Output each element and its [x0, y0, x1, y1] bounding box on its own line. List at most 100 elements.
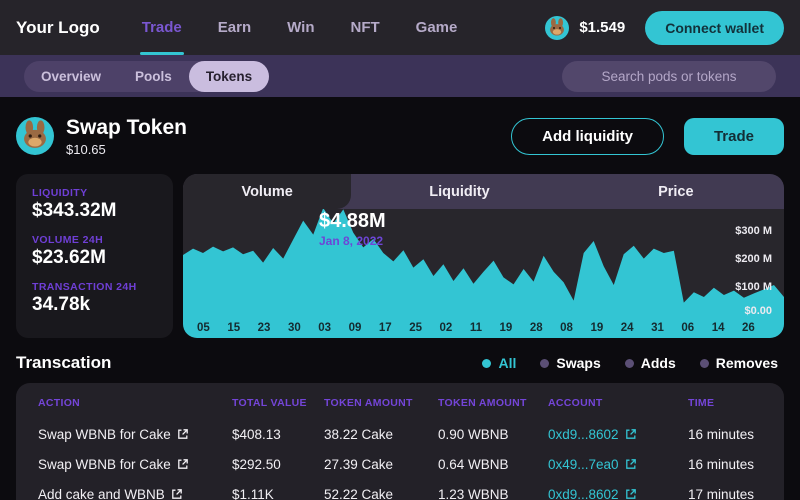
x-axis-tick: 24 [620, 322, 634, 334]
time: 16 minutes [688, 426, 755, 442]
filter-adds[interactable]: Adds [624, 355, 676, 371]
token-current-price: $10.65 [66, 141, 106, 157]
filter-dot-icon [699, 358, 709, 368]
bunny-token-icon [545, 15, 570, 40]
x-axis-tick: 25 [409, 322, 422, 334]
table-row: Add cake and WBNB $1.11K 52.22 Cake 1.23 WB… [38, 479, 762, 500]
top-nav-right: $1.549 Connect wallet [545, 10, 784, 45]
top-nav: Your Logo Trade Earn Win NFT Game $1.549… [0, 0, 800, 55]
transactions-table: ACTION TOTAL VALUE TOKEN AMOUNT TOKEN AMOUN… [16, 383, 784, 500]
nav-item-nft[interactable]: NFT [350, 19, 380, 36]
nav-item-trade[interactable]: Trade [139, 0, 184, 55]
external-link-icon [625, 459, 636, 469]
external-link-icon [171, 489, 182, 499]
transactions-title: Transcation [16, 353, 112, 372]
nav-item-earn[interactable]: Earn [217, 19, 252, 36]
external-link-icon [625, 429, 636, 439]
x-axis-tick: 05 [197, 322, 210, 334]
action-link[interactable]: Add cake and WBNB [38, 487, 232, 500]
column-header: ACTION [38, 397, 81, 409]
time: 16 minutes [688, 456, 755, 472]
filter-all[interactable]: All [482, 355, 516, 371]
account-link[interactable]: 0xd9...8602 [548, 427, 688, 442]
x-axis-tick: 11 [469, 322, 482, 334]
x-axis-tick: 14 [711, 322, 725, 334]
account-link[interactable]: 0x49...7ea0 [548, 457, 688, 472]
subnav-tab-pools[interactable]: Pools [135, 68, 172, 84]
total-value: $292.50 [232, 456, 281, 472]
time: 17 minutes [688, 486, 755, 500]
x-axis-tick: 08 [560, 322, 573, 334]
transactions-header: Transcation All Swaps Adds Removes [16, 353, 784, 373]
logo: Your Logo [16, 17, 100, 37]
table-body: Swap WBNB for Cake $408.13 38.22 Cake 0.90 … [38, 419, 762, 500]
stats-card: LIQUIDITY $343.32M VOLUME 24H $23.62M TR… [16, 174, 173, 338]
chart-tab-price[interactable]: Price [658, 183, 694, 200]
total-value: $1.11K [232, 486, 274, 500]
column-header: TOKEN AMOUNT [324, 397, 413, 409]
token-amount-1: 27.39 Cake [324, 456, 394, 472]
filter-dot-icon [624, 358, 634, 368]
nav-item-game[interactable]: Game [415, 19, 458, 36]
filter-dot-icon [540, 358, 550, 368]
external-link-icon [177, 429, 188, 439]
column-header: TOTAL VALUE [232, 397, 307, 409]
subnav-tab-tokens[interactable]: Tokens [188, 60, 270, 92]
column-header: ACCOUNT [548, 397, 603, 409]
x-axis-tick: 02 [439, 322, 453, 334]
table-header-row: ACTION TOTAL VALUE TOKEN AMOUNT TOKEN AMOUN… [38, 387, 762, 419]
page-title: Swap Token [66, 115, 187, 139]
external-link-icon [625, 489, 636, 499]
filter-swaps[interactable]: Swaps [540, 355, 601, 371]
total-value: $408.13 [232, 426, 281, 442]
token-logo-bunny-icon [16, 117, 54, 155]
x-axis-ticks: 05 15 23 30 03 09 17 25 02 11 19 28 08 19 24 31 06 14 26 [197, 322, 755, 334]
sub-nav: Overview Pools Tokens [0, 55, 800, 97]
filter-removes[interactable]: Removes [699, 355, 778, 371]
token-title-group: Swap Token $10.65 [66, 116, 187, 157]
action-link[interactable]: Swap WBNB for Cake [38, 427, 232, 442]
x-axis-tick: 30 [287, 322, 301, 334]
x-axis-tick: 09 [348, 322, 362, 334]
x-axis-tick: 03 [318, 322, 332, 334]
table-row: Swap WBNB for Cake $408.13 38.22 Cake 0.90 … [38, 419, 762, 449]
x-axis-tick: 19 [590, 322, 604, 334]
chart-tab-liquidity[interactable]: Liquidity [429, 183, 490, 200]
x-axis-tick: 23 [257, 322, 271, 334]
token-amount-2: 1.23 WBNB [438, 486, 509, 500]
y-axis-tick-300m: $300 M [735, 225, 772, 237]
cards-row: LIQUIDITY $343.32M VOLUME 24H $23.62M TR… [16, 174, 784, 338]
volume-area-chart[interactable] [183, 207, 784, 338]
action-link[interactable]: Swap WBNB for Cake [38, 457, 232, 472]
chart-tab-bar: Volume Liquidity Price [183, 174, 784, 209]
column-header: TIME [688, 397, 715, 409]
y-axis-tick-0: $0.00 [744, 305, 772, 317]
trade-button[interactable]: Trade [683, 117, 784, 155]
token-header: Swap Token $10.65 Add liquidity Trade [16, 110, 784, 162]
tooltip-date: Jan 8, 2022 [319, 234, 384, 248]
account-link[interactable]: 0xd9...8602 [548, 487, 688, 500]
stat-transaction-24h: TRANSACTION 24H 34.78k [32, 281, 137, 315]
x-axis-tick: 06 [681, 322, 695, 334]
subnav-tab-group: Overview Pools Tokens [24, 60, 270, 92]
chart-tooltip: $4.88M Jan 8, 2022 [319, 210, 386, 248]
token-amount-1: 52.22 Cake [324, 486, 394, 500]
column-header: TOKEN AMOUNT [438, 397, 527, 409]
stat-liquidity: LIQUIDITY $343.32M [32, 187, 117, 221]
search-input[interactable] [562, 60, 776, 92]
filter-dot-icon [482, 358, 492, 368]
main-content: Swap Token $10.65 Add liquidity Trade LI… [0, 110, 800, 500]
tooltip-value: $4.88M [319, 210, 386, 232]
x-axis-tick: 26 [742, 322, 755, 334]
nav-item-win[interactable]: Win [287, 19, 315, 36]
chart-tab-volume[interactable]: Volume [183, 174, 352, 209]
subnav-tab-overview[interactable]: Overview [41, 68, 102, 84]
transaction-filters: All Swaps Adds Removes [482, 355, 778, 371]
y-axis-tick-200m: $200 M [735, 253, 772, 265]
connect-wallet-button[interactable]: Connect wallet [645, 10, 784, 45]
main-nav: Trade Earn Win NFT Game [139, 0, 458, 55]
token-amount-2: 0.90 WBNB [438, 426, 509, 442]
add-liquidity-button[interactable]: Add liquidity [511, 117, 664, 155]
stat-volume-24h: VOLUME 24H $23.62M [32, 234, 106, 268]
